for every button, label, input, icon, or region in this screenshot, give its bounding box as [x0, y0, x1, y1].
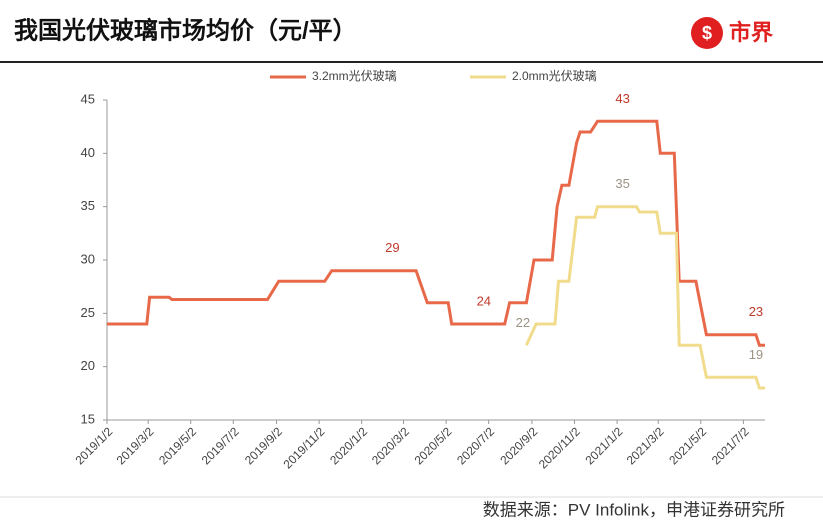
- series-line: [525, 205, 765, 390]
- legend-label: 3.2mm光伏玻璃: [312, 69, 397, 83]
- data-label: 24: [477, 293, 491, 308]
- y-tick-label: 25: [81, 305, 95, 320]
- data-label: 35: [615, 176, 629, 191]
- data-label: 23: [749, 304, 763, 319]
- legend-label: 2.0mm光伏玻璃: [512, 69, 597, 83]
- data-label: 22: [516, 315, 530, 330]
- y-tick-label: 35: [81, 198, 95, 213]
- y-tick-label: 40: [81, 145, 95, 160]
- page-title: 我国光伏玻璃市场均价（元/平）: [14, 16, 357, 44]
- y-tick-label: 20: [81, 358, 95, 373]
- y-tick-label: 30: [81, 251, 95, 266]
- series-line: [107, 119, 765, 347]
- logo-text: 市界: [729, 20, 773, 45]
- data-label: 29: [385, 240, 399, 255]
- source-note: 数据来源：PV Infolink，申港证券研究所: [483, 500, 785, 519]
- data-label: 43: [615, 91, 629, 106]
- y-tick-label: 45: [81, 91, 95, 106]
- y-tick-label: 15: [81, 411, 95, 426]
- data-label: 19: [749, 347, 763, 362]
- logo-icon: [691, 17, 723, 49]
- logo-glyph: $: [702, 23, 712, 43]
